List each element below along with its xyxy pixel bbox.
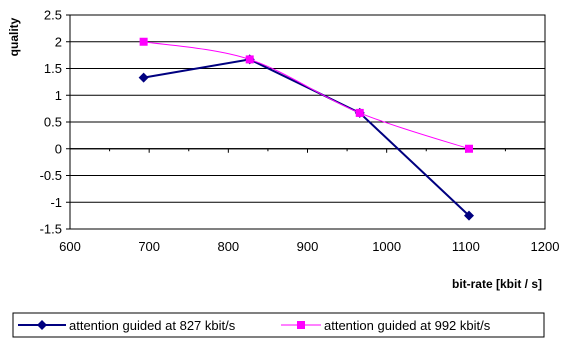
data-point-diamond: [464, 210, 474, 221]
x-tick-label: 800: [217, 239, 239, 254]
x-tick-label: 1100: [452, 239, 480, 254]
data-point-square: [245, 55, 254, 64]
x-tick-label: 600: [59, 239, 81, 254]
y-tick-label: 2: [55, 34, 62, 49]
legend-diamond-icon: [37, 320, 47, 330]
data-point-diamond: [138, 72, 149, 83]
legend-label-827: attention guided at 827 kbit/s: [69, 318, 236, 333]
series-layer: [138, 37, 474, 221]
tick-labels: 2.5 2 1.5 1 0.5 0 -0.5 -1 -1.5 600 700 800 900 1000 11…: [40, 8, 560, 255]
y-tick-label: -1.5: [40, 222, 62, 237]
y-axis-title: quality: [7, 17, 21, 56]
legend: attention guided at 827 kbit/s attention…: [12, 312, 545, 338]
x-tick-label: 1000: [372, 239, 401, 254]
legend-label-992: attention guided at 992 kbit/s: [324, 318, 491, 333]
x-tick-label: 1200: [531, 239, 560, 254]
y-tick-label: 0.5: [44, 115, 62, 130]
y-tick-label: 2.5: [44, 8, 62, 23]
legend-square-icon: [297, 321, 305, 329]
y-tick-label: 1.5: [44, 61, 62, 76]
y-tick-label: 0: [55, 141, 62, 156]
y-tick-label: 1: [55, 88, 62, 103]
series-line-1: [143, 41, 470, 150]
series-line-0: [143, 58, 470, 217]
gridlines: [70, 14, 545, 230]
legend-frame: [12, 312, 545, 338]
data-point-square: [355, 108, 364, 117]
data-point-square: [465, 144, 473, 153]
x-axis-title: bit-rate [kbit / s]: [452, 277, 542, 291]
x-tick-label: 900: [297, 239, 319, 254]
x-tick-label: 700: [138, 239, 160, 254]
y-tick-label: -0.5: [40, 168, 62, 183]
y-tick-label: -1: [50, 195, 62, 210]
data-point-square: [139, 37, 148, 46]
